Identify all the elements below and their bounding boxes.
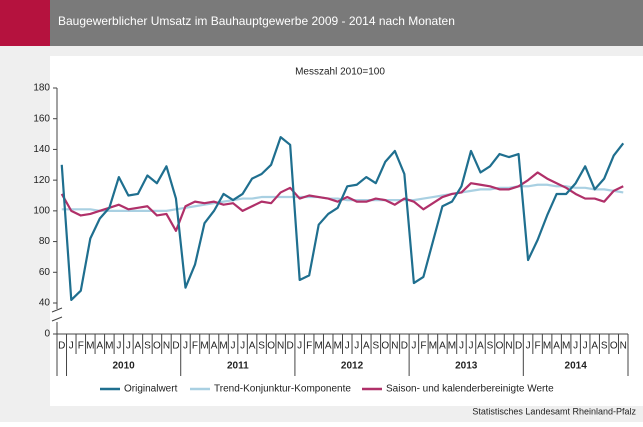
x-tick-label: J	[573, 341, 578, 352]
x-tick-label: O	[496, 341, 504, 352]
x-tick-label: J	[126, 341, 131, 352]
x-tick-label: O	[381, 341, 389, 352]
x-tick-label: N	[620, 341, 627, 352]
x-tick-label: A	[363, 341, 370, 352]
x-tick-label: M	[315, 341, 323, 352]
x-tick-label: J	[354, 341, 359, 352]
x-tick-label: F	[420, 341, 426, 352]
x-tick-label: D	[401, 341, 408, 352]
x-tick-label: M	[429, 341, 437, 352]
x-tick-label: S	[258, 341, 265, 352]
y-tick-label: 140	[33, 144, 50, 155]
x-tick-label: J	[116, 341, 121, 352]
x-tick-label: M	[219, 341, 227, 352]
x-tick-label: M	[562, 341, 570, 352]
x-tick-label: A	[249, 341, 256, 352]
x-tick-label: A	[439, 341, 446, 352]
x-tick-label: A	[477, 341, 484, 352]
x-tick-label: M	[543, 341, 551, 352]
year-label: 2012	[341, 361, 364, 372]
x-tick-label: F	[192, 341, 198, 352]
x-tick-label: A	[325, 341, 332, 352]
chart-title: Baugewerblicher Umsatz im Bauhauptgewerb…	[58, 14, 455, 28]
x-tick-label: S	[487, 341, 494, 352]
x-tick-label: D	[172, 341, 179, 352]
x-tick-label: J	[583, 341, 588, 352]
y-tick-label: 80	[39, 236, 51, 247]
x-tick-label: A	[135, 341, 142, 352]
x-tick-label: O	[267, 341, 275, 352]
x-tick-label: M	[86, 341, 94, 352]
x-tick-label: F	[78, 341, 84, 352]
x-tick-label: S	[601, 341, 608, 352]
x-tick-label: A	[96, 341, 103, 352]
x-tick-label: M	[200, 341, 208, 352]
header-bar	[0, 0, 643, 46]
y-tick-label: 160	[33, 113, 50, 124]
x-tick-label: J	[183, 341, 188, 352]
x-tick-label: M	[105, 341, 113, 352]
legend-label: Trend-Konjunktur-Komponente	[214, 384, 351, 395]
x-tick-label: J	[468, 341, 473, 352]
x-tick-label: J	[69, 341, 74, 352]
x-tick-label: J	[459, 341, 464, 352]
x-tick-label: N	[505, 341, 512, 352]
legend-label: Saison- und kalenderbereinigte Werte	[386, 384, 554, 395]
x-tick-label: J	[526, 341, 531, 352]
chart-panel	[50, 56, 643, 406]
legend-label: Originalwert	[124, 384, 178, 395]
year-label: 2011	[227, 361, 249, 372]
y-tick-label: 120	[33, 175, 50, 186]
x-tick-label: N	[391, 341, 398, 352]
y-tick-label: 180	[33, 83, 50, 94]
x-tick-label: D	[58, 341, 65, 352]
x-tick-label: M	[334, 341, 342, 352]
x-tick-label: N	[163, 341, 170, 352]
x-tick-label: M	[448, 341, 456, 352]
y-tick-label: 100	[33, 205, 50, 216]
y-tick-label: 0	[44, 329, 50, 340]
series-line	[60, 136, 625, 302]
axis-break	[51, 307, 63, 322]
x-tick-label: S	[372, 341, 379, 352]
x-tick-label: J	[240, 341, 245, 352]
x-tick-label: J	[297, 341, 302, 352]
x-tick-label: N	[277, 341, 284, 352]
x-tick-label: O	[610, 341, 618, 352]
x-tick-label: A	[553, 341, 560, 352]
year-label: 2013	[455, 361, 478, 372]
x-tick-label: J	[411, 341, 416, 352]
year-label: 2014	[565, 361, 588, 372]
year-label: 2010	[112, 361, 135, 372]
x-tick-label: D	[515, 341, 522, 352]
x-tick-label: O	[153, 341, 161, 352]
x-tick-label: F	[306, 341, 312, 352]
y-tick-label: 40	[39, 298, 51, 309]
y-tick-label: 60	[39, 267, 51, 278]
source: Statistisches Landesamt Rheinland-Pfalz	[472, 406, 636, 416]
x-tick-label: F	[535, 341, 541, 352]
chart-subtitle: Messzahl 2010=100	[295, 67, 385, 78]
x-tick-label: S	[144, 341, 151, 352]
x-tick-label: A	[211, 341, 218, 352]
x-tick-label: J	[345, 341, 350, 352]
x-tick-label: D	[287, 341, 294, 352]
header-accent	[0, 0, 50, 46]
x-tick-label: A	[591, 341, 598, 352]
x-tick-label: J	[231, 341, 236, 352]
